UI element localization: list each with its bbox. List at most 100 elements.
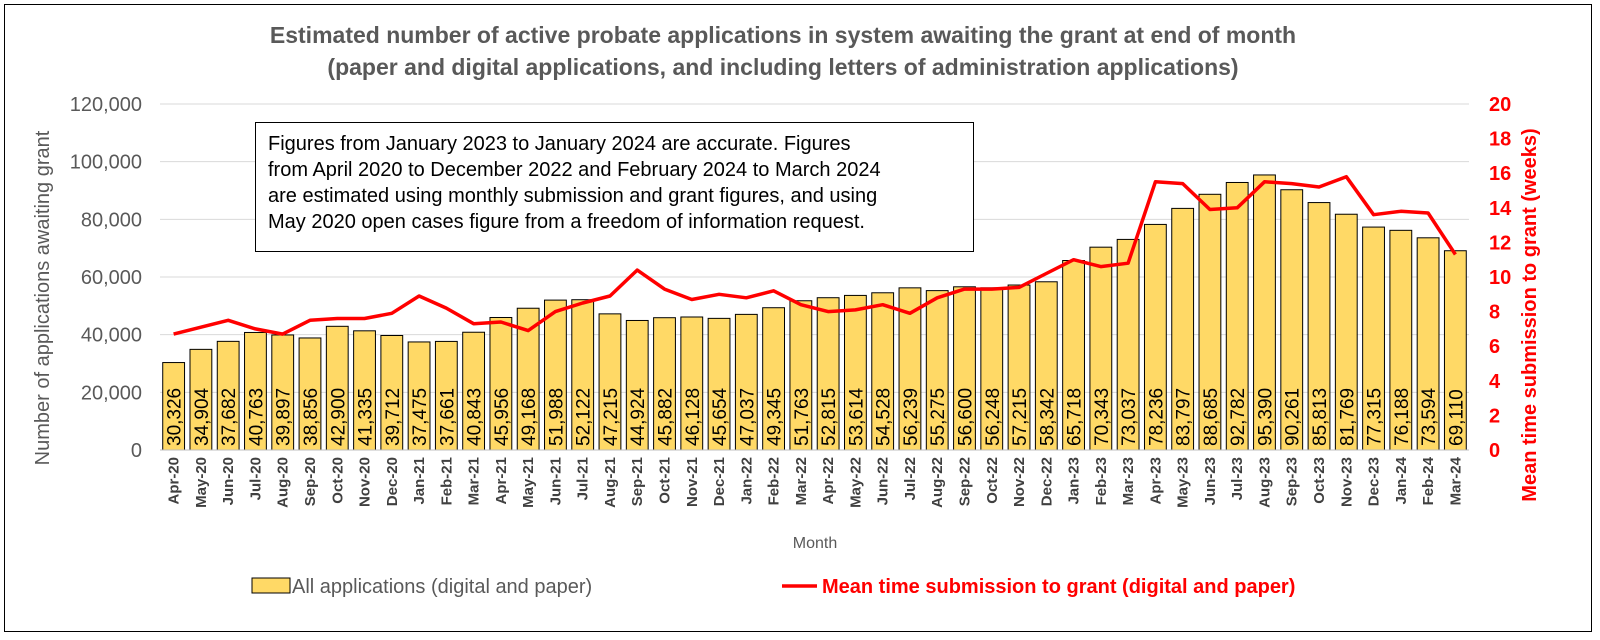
bar-value-label: 53,614 (846, 387, 867, 446)
bar-value-label: 81,769 (1337, 388, 1358, 446)
y-right-tick-label: 12 (1489, 232, 1511, 254)
y-right-tick-label: 8 (1489, 302, 1500, 324)
bar-value-label: 85,813 (1310, 388, 1331, 446)
bar-value-label: 47,215 (601, 388, 622, 446)
bar-value-label: 49,345 (765, 388, 786, 446)
y-left-tick-label: 100,000 (70, 152, 142, 174)
x-tick-label: Jul-23 (1229, 457, 1246, 500)
bar-value-label: 45,956 (492, 388, 513, 446)
x-tick-label: Sep-21 (629, 457, 646, 506)
x-tick-label: Apr-21 (493, 457, 510, 505)
note-line: from April 2020 to December 2022 and Feb… (268, 159, 881, 181)
x-tick-label: Sep-20 (302, 457, 319, 506)
x-tick-label: Mar-22 (793, 457, 810, 505)
x-tick-label: Oct-23 (1311, 457, 1328, 504)
x-tick-label: Jun-20 (220, 457, 237, 505)
x-tick-label: Nov-21 (684, 457, 701, 507)
bar-value-label: 51,988 (546, 388, 567, 446)
x-tick-label: Jul-20 (247, 457, 264, 500)
legend-line-label: Mean time submission to grant (digital a… (822, 576, 1295, 598)
bar-value-label: 38,856 (301, 388, 322, 446)
note-line: Figures from January 2023 to January 202… (268, 133, 851, 155)
y-right-tick-label: 4 (1489, 371, 1501, 393)
bar-value-label: 42,900 (328, 388, 349, 446)
bar-value-label: 40,843 (465, 388, 486, 446)
x-tick-label: Nov-23 (1338, 457, 1355, 507)
legend-bar-label: All applications (digital and paper) (292, 576, 592, 598)
x-tick-label: Sep-23 (1284, 457, 1301, 506)
bar-value-label: 46,128 (683, 388, 704, 446)
y-left-tick-label: 120,000 (70, 94, 142, 116)
bar-value-label: 57,215 (1010, 388, 1031, 446)
x-tick-label: Jan-24 (1393, 456, 1410, 504)
mean-time-line (173, 174, 1457, 336)
x-tick-label: May-23 (1175, 457, 1192, 508)
x-tick-label: Dec-22 (1038, 457, 1055, 506)
y-right-tick-label: 18 (1489, 129, 1511, 151)
bar-value-label: 47,037 (737, 388, 758, 446)
x-tick-label: Jun-22 (875, 457, 892, 505)
bar-value-label: 34,904 (192, 387, 213, 446)
chart-title-line-2: (paper and digital applications, and inc… (327, 54, 1238, 80)
legend: All applications (digital and paper) Mea… (251, 576, 1295, 598)
bar-value-label: 73,037 (1119, 388, 1140, 446)
bar-value-label: 51,763 (792, 388, 813, 446)
bar-value-label: 39,897 (274, 388, 295, 446)
x-tick-label: Jan-22 (738, 457, 755, 505)
left-y-axis-ticks: 0 20,000 40,000 60,000 80,000 100,000 120,000 (70, 94, 142, 462)
y-axis-right-title: Mean time submission to grant (weeks) (1519, 128, 1541, 501)
x-tick-label: Dec-21 (711, 457, 728, 506)
chart-frame: 30,326 34,904 37,682 40,763 39,897 38,856 42,9… (4, 4, 1592, 632)
x-tick-label: Aug-21 (602, 457, 619, 508)
y-left-tick-label: 60,000 (81, 267, 142, 289)
x-tick-label: Oct-22 (984, 457, 1001, 504)
y-right-tick-label: 6 (1489, 336, 1500, 358)
bar-value-label: 58,342 (1037, 388, 1058, 446)
y-right-tick-label: 20 (1489, 94, 1511, 116)
y-right-tick-label: 16 (1489, 163, 1511, 185)
x-tick-label: Apr-20 (166, 457, 183, 505)
x-tick-label: Jan-23 (1066, 457, 1083, 505)
bar-value-label: 76,188 (1392, 388, 1413, 446)
bar-value-label: 77,315 (1365, 388, 1386, 446)
x-tick-label: Jul-22 (902, 457, 919, 500)
x-tick-label: Oct-21 (657, 457, 674, 504)
bar-value-label: 56,248 (983, 388, 1004, 446)
x-tick-label: Jun-23 (1202, 457, 1219, 505)
line-series (173, 174, 1457, 336)
x-tick-label: Sep-22 (956, 457, 973, 506)
bar-value-label: 40,763 (246, 388, 267, 446)
bar-value-label: 95,390 (1255, 388, 1276, 446)
legend-bar-swatch (251, 577, 291, 594)
bar-value-label: 30,326 (165, 388, 186, 446)
x-tick-label: Jun-21 (547, 457, 564, 505)
bar-value-label: 73,594 (1419, 387, 1440, 446)
bar-value-label: 54,528 (874, 388, 895, 446)
bar-value-label: 56,239 (901, 388, 922, 446)
x-tick-label: Nov-22 (1011, 457, 1028, 507)
bar-value-label: 83,797 (1174, 388, 1195, 446)
y-right-tick-label: 2 (1489, 405, 1500, 427)
y-right-tick-label: 10 (1489, 267, 1511, 289)
right-y-axis-ticks: 0 2 4 6 8 10 12 14 16 18 20 (1489, 94, 1512, 462)
note-line: are estimated using monthly submission a… (268, 185, 878, 207)
x-tick-label: May-22 (847, 457, 864, 508)
bar-value-label: 37,661 (437, 388, 458, 446)
y-right-tick-label: 0 (1489, 440, 1500, 462)
annotation-note-box: Figures from January 2023 to January 202… (255, 122, 974, 252)
x-tick-label: Feb-22 (766, 457, 783, 505)
bar-value-label: 65,718 (1065, 388, 1086, 446)
bar-value-label: 45,654 (710, 387, 731, 446)
x-tick-label: Feb-21 (438, 457, 455, 505)
note-line: May 2020 open cases figure from a freedo… (268, 211, 865, 233)
x-tick-label: Nov-20 (357, 457, 374, 507)
bar-value-label: 90,261 (1283, 388, 1304, 446)
x-tick-label: Jul-21 (575, 457, 592, 500)
bar-value-label: 78,236 (1146, 388, 1167, 446)
x-tick-label: Mar-21 (466, 457, 483, 505)
x-tick-label: Apr-23 (1147, 457, 1164, 505)
bar-value-label: 69,110 (1446, 389, 1467, 446)
bar-value-label: 70,343 (1092, 388, 1113, 446)
y-left-tick-label: 80,000 (81, 209, 142, 231)
bar-value-label: 55,275 (928, 388, 949, 446)
